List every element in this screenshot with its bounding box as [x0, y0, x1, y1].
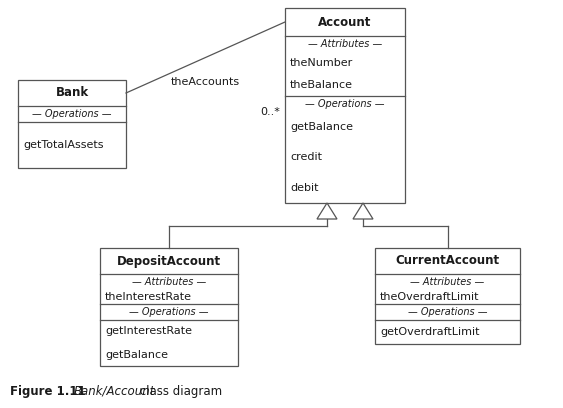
- Text: Figure 1.11: Figure 1.11: [10, 385, 86, 398]
- Text: credit: credit: [290, 153, 322, 162]
- Text: — Attributes —: — Attributes —: [410, 277, 485, 287]
- Text: getTotalAssets: getTotalAssets: [23, 140, 104, 150]
- Text: — Attributes —: — Attributes —: [308, 39, 382, 49]
- Text: — Operations —: — Operations —: [305, 99, 385, 109]
- Text: theInterestRate: theInterestRate: [105, 292, 192, 302]
- Text: CurrentAccount: CurrentAccount: [395, 255, 499, 268]
- Bar: [100, 248, 238, 366]
- Text: Account: Account: [318, 16, 372, 29]
- Text: — Operations —: — Operations —: [129, 307, 209, 317]
- Text: — Operations —: — Operations —: [32, 109, 111, 119]
- Text: debit: debit: [290, 183, 319, 193]
- Text: getOverdraftLimit: getOverdraftLimit: [380, 327, 480, 337]
- Text: theBalance: theBalance: [290, 80, 353, 90]
- Text: theAccounts: theAccounts: [171, 77, 240, 87]
- Text: getBalance: getBalance: [105, 350, 168, 359]
- Text: class diagram: class diagram: [136, 385, 222, 398]
- Text: — Operations —: — Operations —: [408, 307, 487, 317]
- Text: — Attributes —: — Attributes —: [132, 277, 206, 287]
- Bar: [18, 80, 126, 168]
- Text: getBalance: getBalance: [290, 122, 353, 132]
- Polygon shape: [317, 203, 337, 219]
- Polygon shape: [353, 203, 373, 219]
- Text: Bank: Bank: [55, 86, 88, 100]
- Text: getInterestRate: getInterestRate: [105, 326, 192, 337]
- Bar: [375, 248, 520, 344]
- Text: 0..*: 0..*: [260, 107, 280, 117]
- Text: DepositAccount: DepositAccount: [117, 255, 221, 268]
- Text: Bank/Account: Bank/Account: [74, 385, 155, 398]
- Bar: [285, 8, 405, 203]
- Text: theOverdraftLimit: theOverdraftLimit: [380, 292, 480, 302]
- Text: theNumber: theNumber: [290, 58, 353, 68]
